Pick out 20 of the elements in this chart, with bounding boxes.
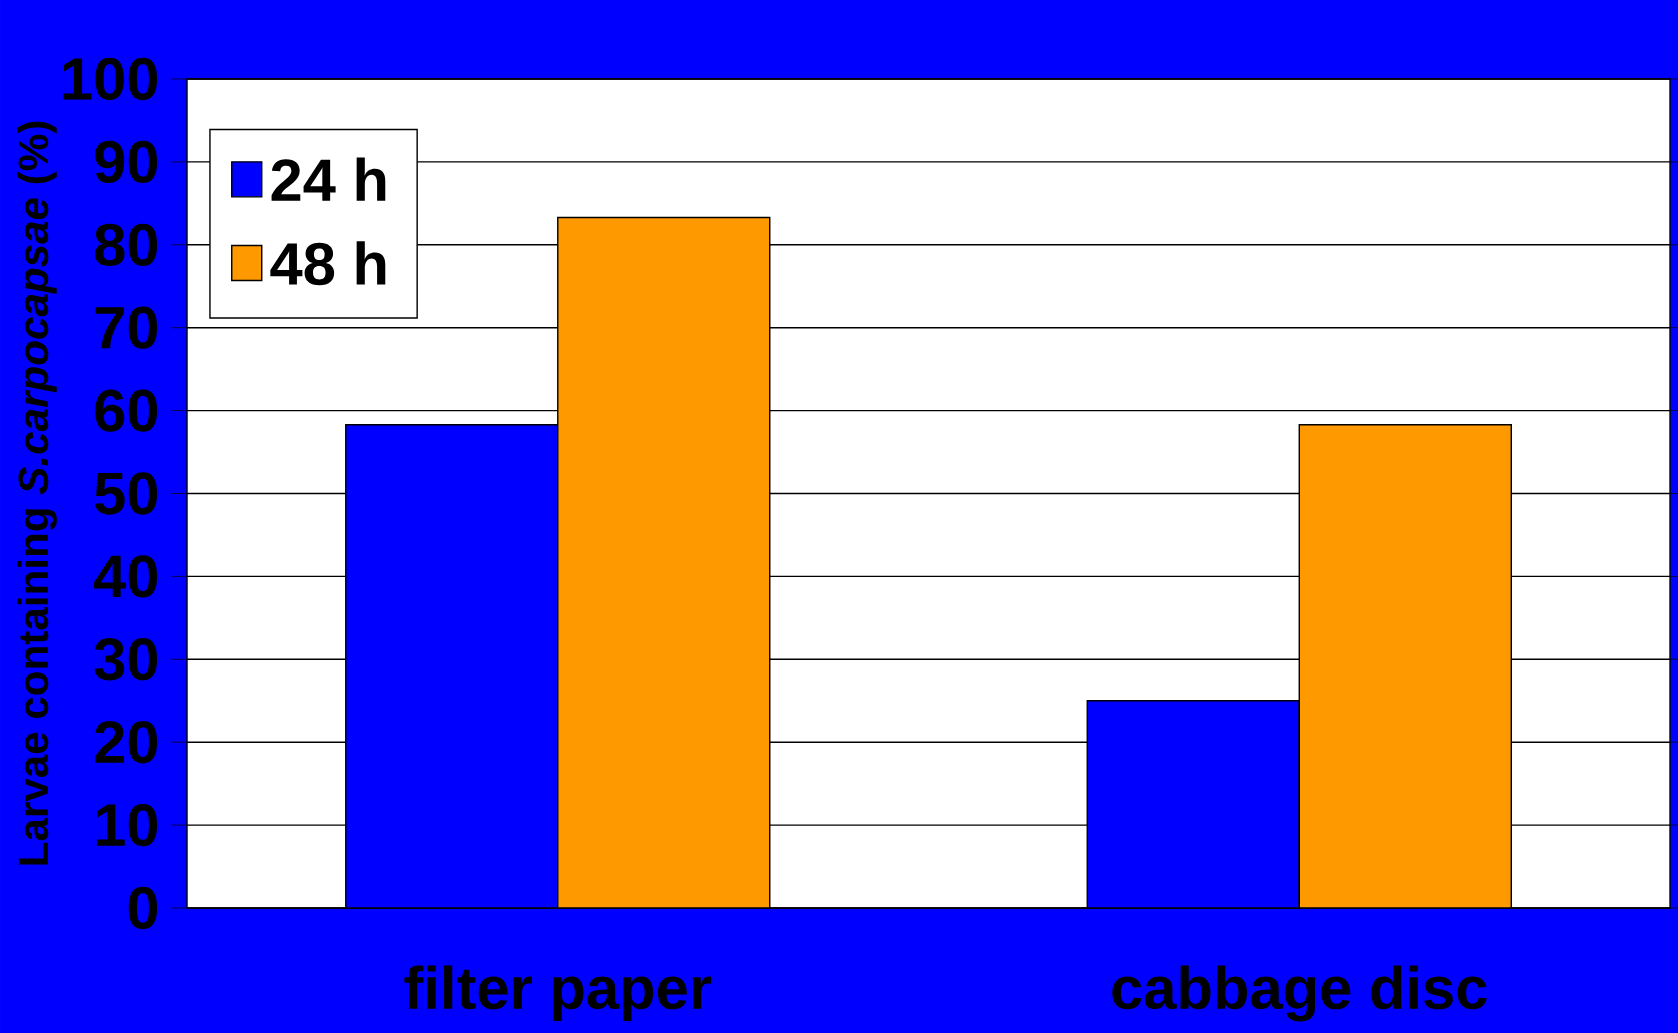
legend-label: 24 h	[271, 157, 386, 201]
y-tick-label: 10	[96, 803, 158, 847]
bar	[1086, 700, 1300, 908]
y-tick-label: 60	[95, 389, 158, 432]
y-tick-label: 70	[95, 306, 158, 349]
y-tick-label: 90	[95, 140, 158, 184]
y-axis-title: Larvae containing S.carpocapsae (%)	[17, 121, 57, 865]
bar	[345, 423, 559, 908]
y-tick-label: 100	[63, 57, 158, 101]
bar	[557, 216, 771, 908]
y-tick-label: 0	[128, 886, 158, 930]
bar	[1298, 423, 1512, 908]
x-tick-label: filter paper	[404, 965, 712, 1022]
legend-label: 48 h	[270, 241, 386, 286]
y-tick-label: 20	[95, 721, 158, 764]
y-tick-label: 30	[94, 638, 158, 681]
y-tick-label: 50	[94, 472, 158, 515]
y-tick-label: 80	[95, 223, 158, 266]
y-tick-label: 40	[94, 555, 158, 598]
x-tick-label: cabbage disc	[1112, 965, 1487, 1022]
